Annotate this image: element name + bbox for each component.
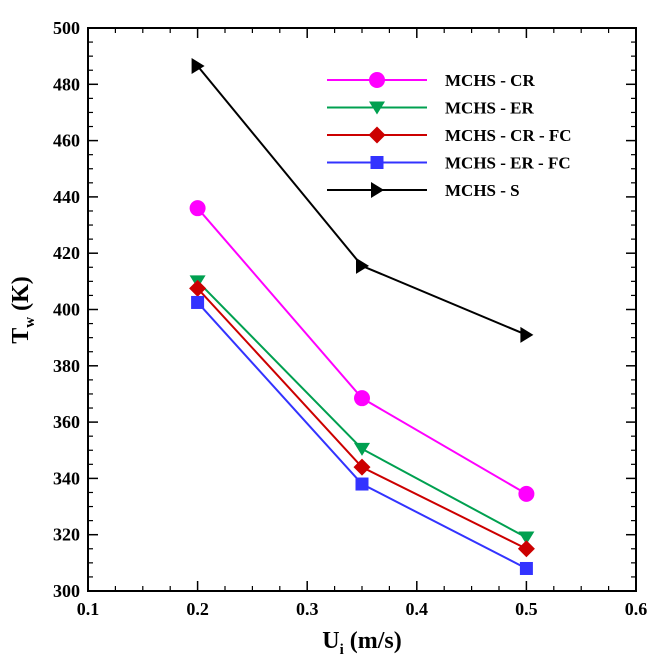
data-point-series-1	[189, 200, 206, 217]
x-tick-label: 0.6	[625, 599, 648, 619]
y-tick-label: 380	[53, 356, 80, 376]
series-markers	[189, 58, 535, 575]
data-point-series-1	[518, 485, 535, 502]
y-tick-label: 320	[53, 525, 80, 545]
x-tick-label: 0.4	[406, 599, 429, 619]
legend-marker	[369, 101, 385, 115]
y-tick-label: 440	[53, 187, 80, 207]
y-tick-label: 460	[53, 131, 80, 151]
y-axis-title-main: T	[8, 328, 34, 344]
legend: MCHS - CR MCHS - ER MCHS - CR - FC MCHS - E…	[327, 71, 572, 200]
data-point-series-3	[353, 458, 371, 476]
x-tick-label: 0.3	[296, 599, 319, 619]
x-tick-label: 0.2	[186, 599, 209, 619]
data-point-series-3	[517, 540, 535, 558]
data-point-series-5	[356, 257, 369, 274]
legend-label: MCHS - ER	[445, 99, 535, 118]
legend-marker	[370, 156, 384, 169]
data-point-series-4	[191, 295, 205, 309]
x-tick-label: 0.1	[77, 599, 100, 619]
y-axis-title-unit: (K)	[8, 276, 34, 317]
x-axis-title-unit: (m/s)	[344, 628, 402, 654]
series-line-2	[196, 280, 527, 539]
legend-label: MCHS - CR	[445, 71, 535, 90]
x-axis-title: Ui (m/s)	[322, 628, 402, 658]
legend-marker	[371, 182, 384, 198]
legend-label: MCHS - CR - FC	[445, 126, 572, 145]
legend-label: MCHS - ER - FC	[445, 154, 571, 173]
y-axis-title-subscript: w	[22, 317, 38, 328]
data-point-series-5	[191, 58, 205, 75]
y-tick-label: 400	[53, 300, 80, 320]
data-point-series-4	[519, 561, 533, 575]
data-point-series-1	[354, 390, 370, 407]
plot-frame	[87, 27, 637, 592]
y-tick-label: 300	[53, 581, 80, 601]
data-point-series-2	[518, 531, 535, 545]
data-point-series-2	[354, 442, 370, 456]
legend-marker	[368, 126, 386, 144]
legend-marker	[369, 72, 385, 88]
x-axis-title-main: U	[322, 628, 339, 654]
data-point-series-5	[520, 326, 534, 343]
y-tick-label: 360	[53, 412, 80, 432]
y-tick-label: 500	[53, 18, 80, 38]
y-tick-label: 340	[53, 468, 80, 488]
axis-ticks	[87, 27, 637, 592]
series-line-3	[196, 287, 527, 550]
y-tick-label: 480	[53, 74, 80, 94]
data-point-series-4	[355, 477, 369, 491]
tick-labels: 0.1 0.2 0.3 0.4 0.5 0.6 300 320 340 360 380 400 420 4…	[53, 18, 647, 619]
legend-label: MCHS - S	[445, 181, 520, 200]
data-point-series-3	[189, 279, 207, 297]
y-axis-title: Tw (K)	[8, 276, 38, 344]
y-tick-label: 420	[53, 243, 80, 263]
x-axis-title-subscript: i	[340, 642, 344, 658]
x-tick-label: 0.5	[515, 599, 538, 619]
